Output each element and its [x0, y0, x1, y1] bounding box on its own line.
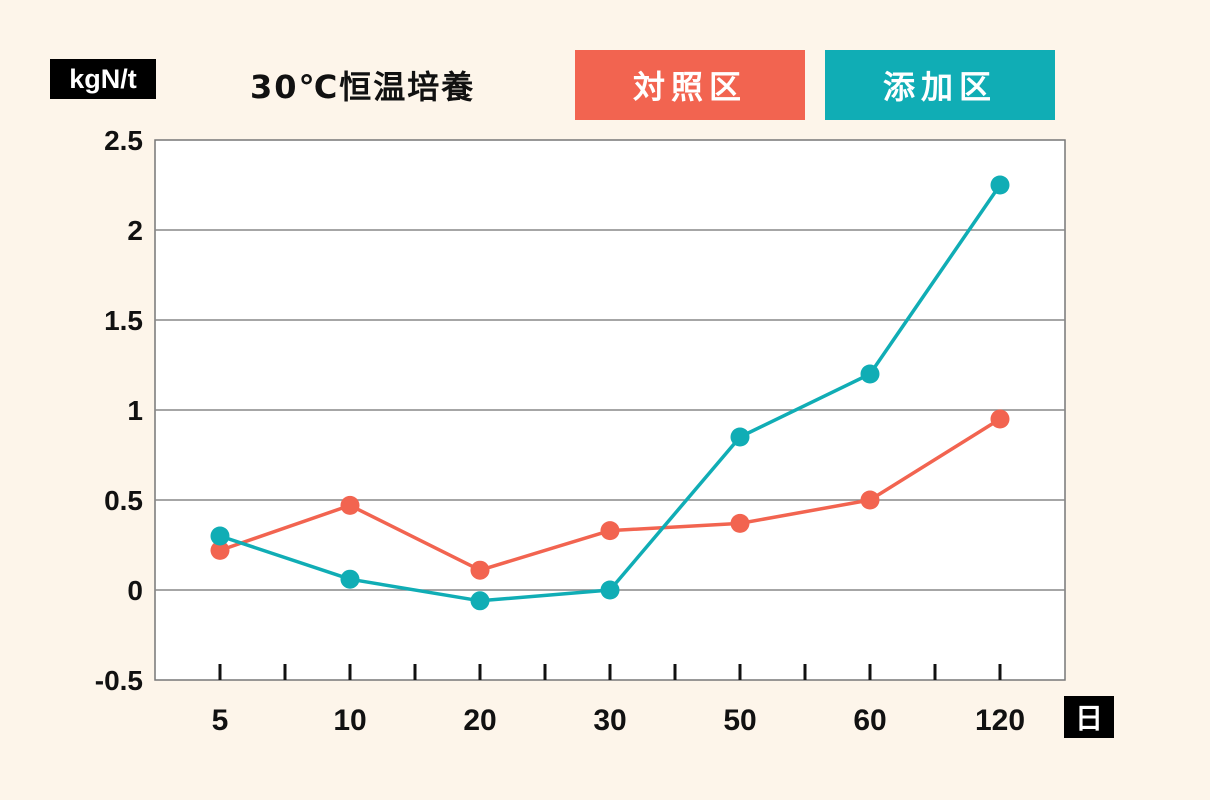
data-point-control: [860, 490, 880, 510]
y-axis-unit-label: kgN/t: [50, 59, 156, 99]
x-axis-unit-label: 日: [1064, 696, 1114, 738]
data-point-treated: [340, 569, 360, 589]
x-tick-label: 20: [463, 704, 496, 737]
x-tick-label: 30: [593, 704, 626, 737]
x-tick-label: 60: [853, 704, 886, 737]
data-point-control: [990, 409, 1010, 429]
x-tick-label: 5: [212, 704, 229, 737]
x-tick-label: 50: [723, 704, 756, 737]
legend-item-control: 対照区: [575, 50, 805, 120]
data-point-control: [470, 560, 490, 580]
data-point-control: [340, 495, 360, 515]
data-point-control: [730, 513, 750, 533]
y-tick-label: 2: [127, 215, 143, 246]
y-tick-label: 1: [127, 395, 143, 426]
y-tick-label: 1.5: [104, 305, 143, 336]
data-point-treated: [730, 427, 750, 447]
data-point-treated: [470, 591, 490, 611]
data-point-treated: [860, 364, 880, 384]
y-tick-label: 2.5: [104, 125, 143, 156]
data-point-control: [600, 521, 620, 541]
data-point-treated: [990, 175, 1010, 195]
x-tick-label: 120: [975, 704, 1025, 737]
x-tick-label: 10: [333, 704, 366, 737]
data-point-treated: [600, 580, 620, 600]
y-tick-label: 0: [127, 575, 143, 606]
legend-item-treated: 添加区: [825, 50, 1055, 120]
y-tick-label: 0.5: [104, 485, 143, 516]
chart-title: 30℃恒温培養: [250, 68, 476, 106]
data-point-treated: [210, 526, 230, 546]
y-tick-label: -0.5: [95, 665, 143, 696]
data-point-control: [210, 540, 230, 560]
